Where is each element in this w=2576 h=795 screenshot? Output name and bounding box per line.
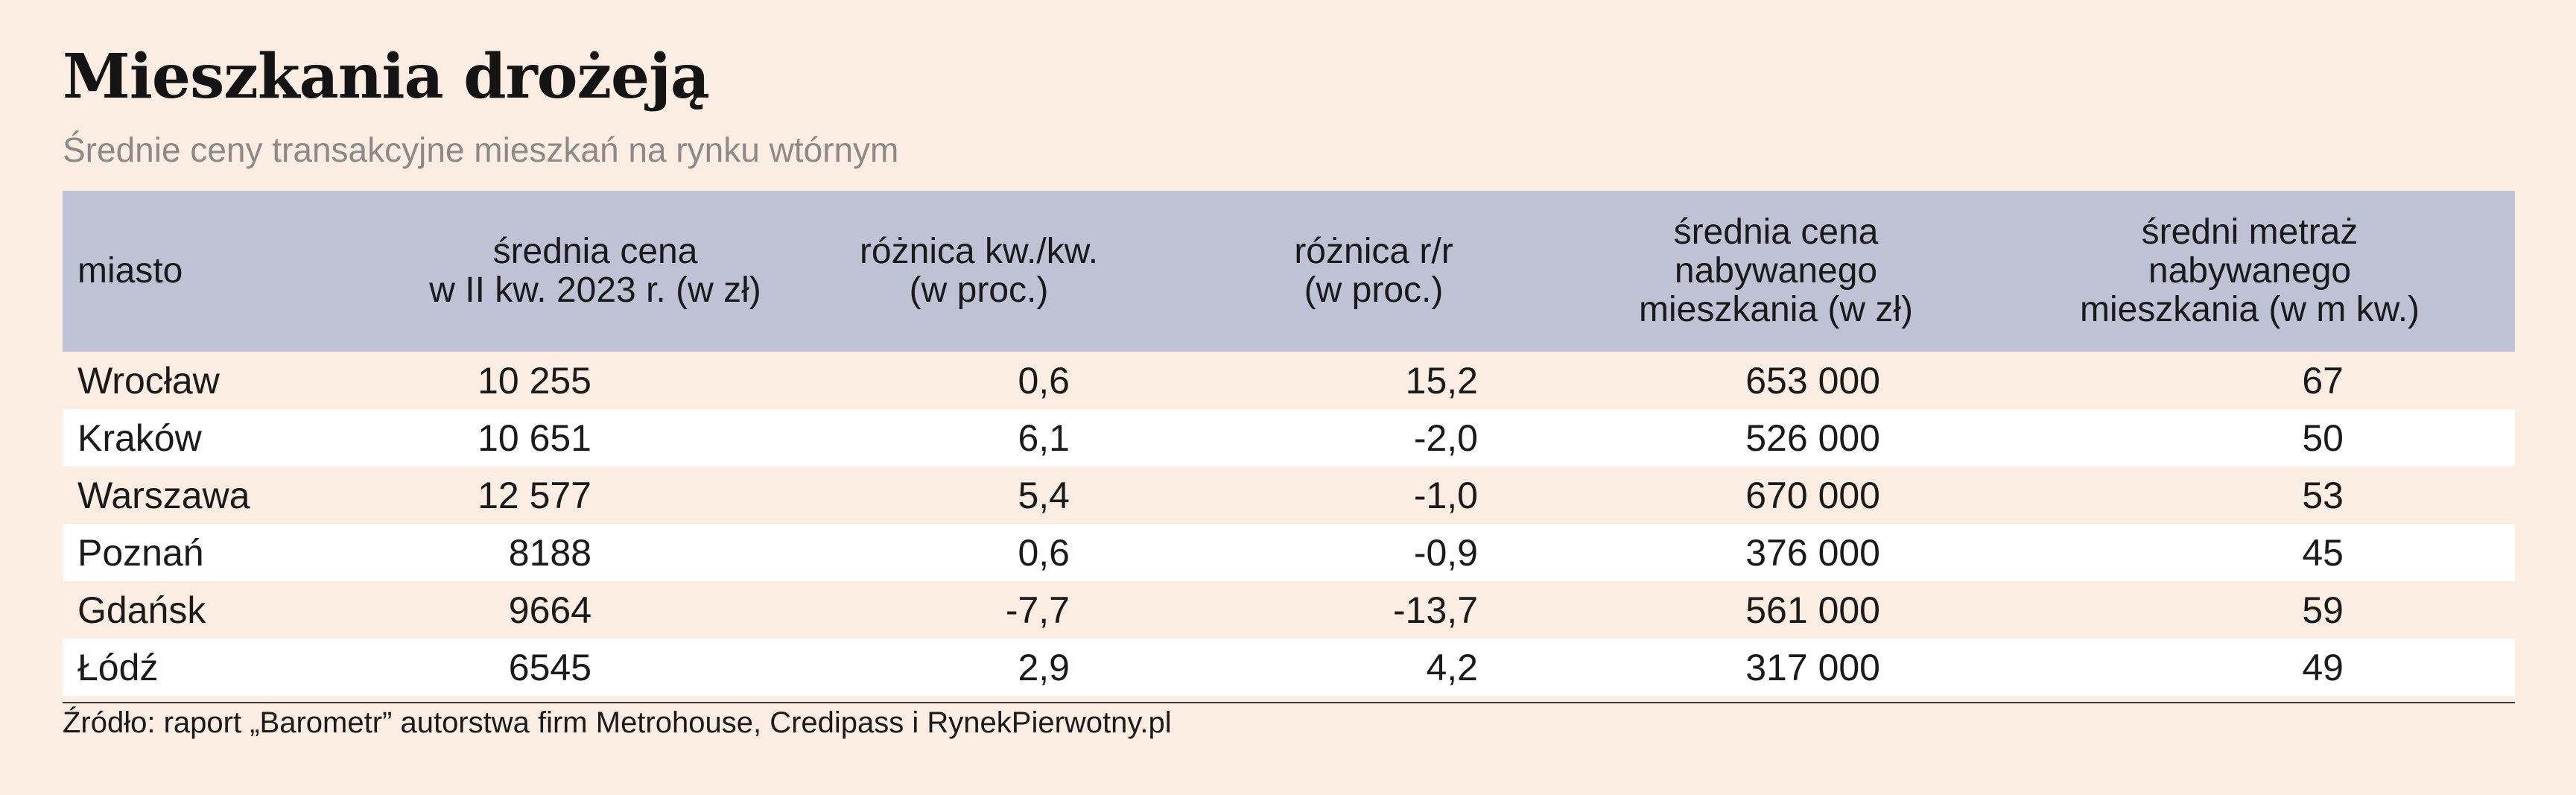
header-row: miasto średnia cena w II kw. 2023 r. (w … — [63, 191, 2515, 352]
cell-qq-change: 0,6 — [1018, 359, 1070, 402]
header-line: mieszkania (w m kw.) — [2079, 290, 2420, 329]
table-row: Łódź 6545 2,9 4,2 317 000 49 — [63, 639, 2515, 696]
cell-yy-change: 4,2 — [1426, 646, 1478, 688]
header-line: w II kw. 2023 r. (w zł) — [429, 270, 761, 310]
cell-qq-change: 6,1 — [1018, 416, 1070, 459]
header-line: nabywanego — [1674, 251, 1878, 291]
cell-city: Poznań — [77, 531, 204, 574]
cell-avg-flat-price: 653 000 — [1745, 359, 1880, 402]
cell-avg-area: 53 — [2302, 474, 2344, 516]
cell-city: Kraków — [77, 416, 202, 459]
header-yy-change: różnica r/r (w proc.) — [1180, 191, 1567, 352]
table-header: miasto średnia cena w II kw. 2023 r. (w … — [63, 191, 2515, 352]
cell-avg-flat-price: 670 000 — [1745, 474, 1880, 516]
cell-city: Warszawa — [77, 474, 250, 516]
header-line: nabywanego — [2148, 251, 2352, 291]
cell-city: Gdańsk — [77, 589, 206, 631]
cell-avg-area: 59 — [2302, 589, 2344, 631]
cell-avg-price: 10 651 — [478, 416, 591, 459]
header-line: miasto — [77, 251, 183, 291]
cell-qq-change: -7,7 — [1005, 589, 1070, 631]
header-line: (w proc.) — [909, 270, 1049, 310]
page-title: Mieszkania drożeją — [63, 41, 710, 113]
cell-qq-change: 0,6 — [1018, 531, 1070, 574]
table-row: Gdańsk 9664 -7,7 -13,7 561 000 59 — [63, 581, 2515, 639]
table-row: Kraków 10 651 6,1 -2,0 526 000 50 — [63, 409, 2515, 466]
table-body: Wrocław 10 255 0,6 15,2 653 000 67 Krakó… — [63, 352, 2515, 696]
cell-avg-area: 49 — [2302, 646, 2344, 688]
header-line: średnia cena — [1673, 212, 1879, 252]
header-line: różnica kw./kw. — [859, 232, 1099, 271]
header-avg-price: średnia cena w II kw. 2023 r. (w zł) — [413, 191, 778, 352]
cell-qq-change: 2,9 — [1018, 646, 1070, 688]
source-note: Źródło: raport „Barometr” autorstwa firm… — [63, 706, 1172, 739]
header-avg-area: średni metraż nabywanego mieszkania (w m… — [1985, 191, 2515, 352]
cell-avg-price: 12 577 — [478, 474, 591, 516]
cell-city: Wrocław — [77, 359, 220, 402]
cell-qq-change: 5,4 — [1018, 474, 1070, 516]
cell-avg-price: 10 255 — [478, 359, 591, 402]
cell-avg-area: 67 — [2302, 359, 2344, 402]
cell-avg-flat-price: 526 000 — [1745, 416, 1880, 459]
header-qq-change: różnica kw./kw. (w proc.) — [778, 191, 1180, 352]
cell-avg-price: 6545 — [508, 646, 591, 688]
cell-yy-change: -0,9 — [1413, 531, 1478, 574]
price-table-container: miasto średnia cena w II kw. 2023 r. (w … — [63, 191, 2515, 696]
cell-yy-change: -13,7 — [1393, 589, 1478, 631]
header-line: mieszkania (w zł) — [1638, 290, 1914, 329]
cell-yy-change: -1,0 — [1413, 474, 1478, 516]
cell-yy-change: 15,2 — [1405, 359, 1478, 402]
header-line: (w proc.) — [1304, 270, 1444, 310]
cell-avg-flat-price: 561 000 — [1745, 589, 1880, 631]
cell-avg-area: 50 — [2302, 416, 2344, 459]
cell-avg-area: 45 — [2302, 531, 2344, 574]
table-row: Wrocław 10 255 0,6 15,2 653 000 67 — [63, 352, 2515, 409]
price-table: miasto średnia cena w II kw. 2023 r. (w … — [63, 191, 2515, 696]
header-line: średnia cena — [492, 232, 698, 271]
header-line: średni metraż — [2141, 212, 2358, 252]
table-row: Warszawa 12 577 5,4 -1,0 670 000 53 — [63, 466, 2515, 524]
cell-avg-flat-price: 317 000 — [1745, 646, 1880, 688]
cell-avg-flat-price: 376 000 — [1745, 531, 1880, 574]
table-row: Poznań 8188 0,6 -0,9 376 000 45 — [63, 524, 2515, 581]
cell-avg-price: 9664 — [508, 589, 591, 631]
cell-yy-change: -2,0 — [1413, 416, 1478, 459]
bottom-rule — [63, 702, 2515, 703]
header-city: miasto — [63, 191, 413, 352]
header-avg-flat-price: średnia cena nabywanego mieszkania (w zł… — [1567, 191, 1985, 352]
cell-avg-price: 8188 — [508, 531, 591, 574]
cell-city: Łódź — [77, 646, 159, 688]
page-subtitle: Średnie ceny transakcyjne mieszkań na ry… — [63, 130, 899, 169]
header-line: różnica r/r — [1294, 232, 1453, 271]
